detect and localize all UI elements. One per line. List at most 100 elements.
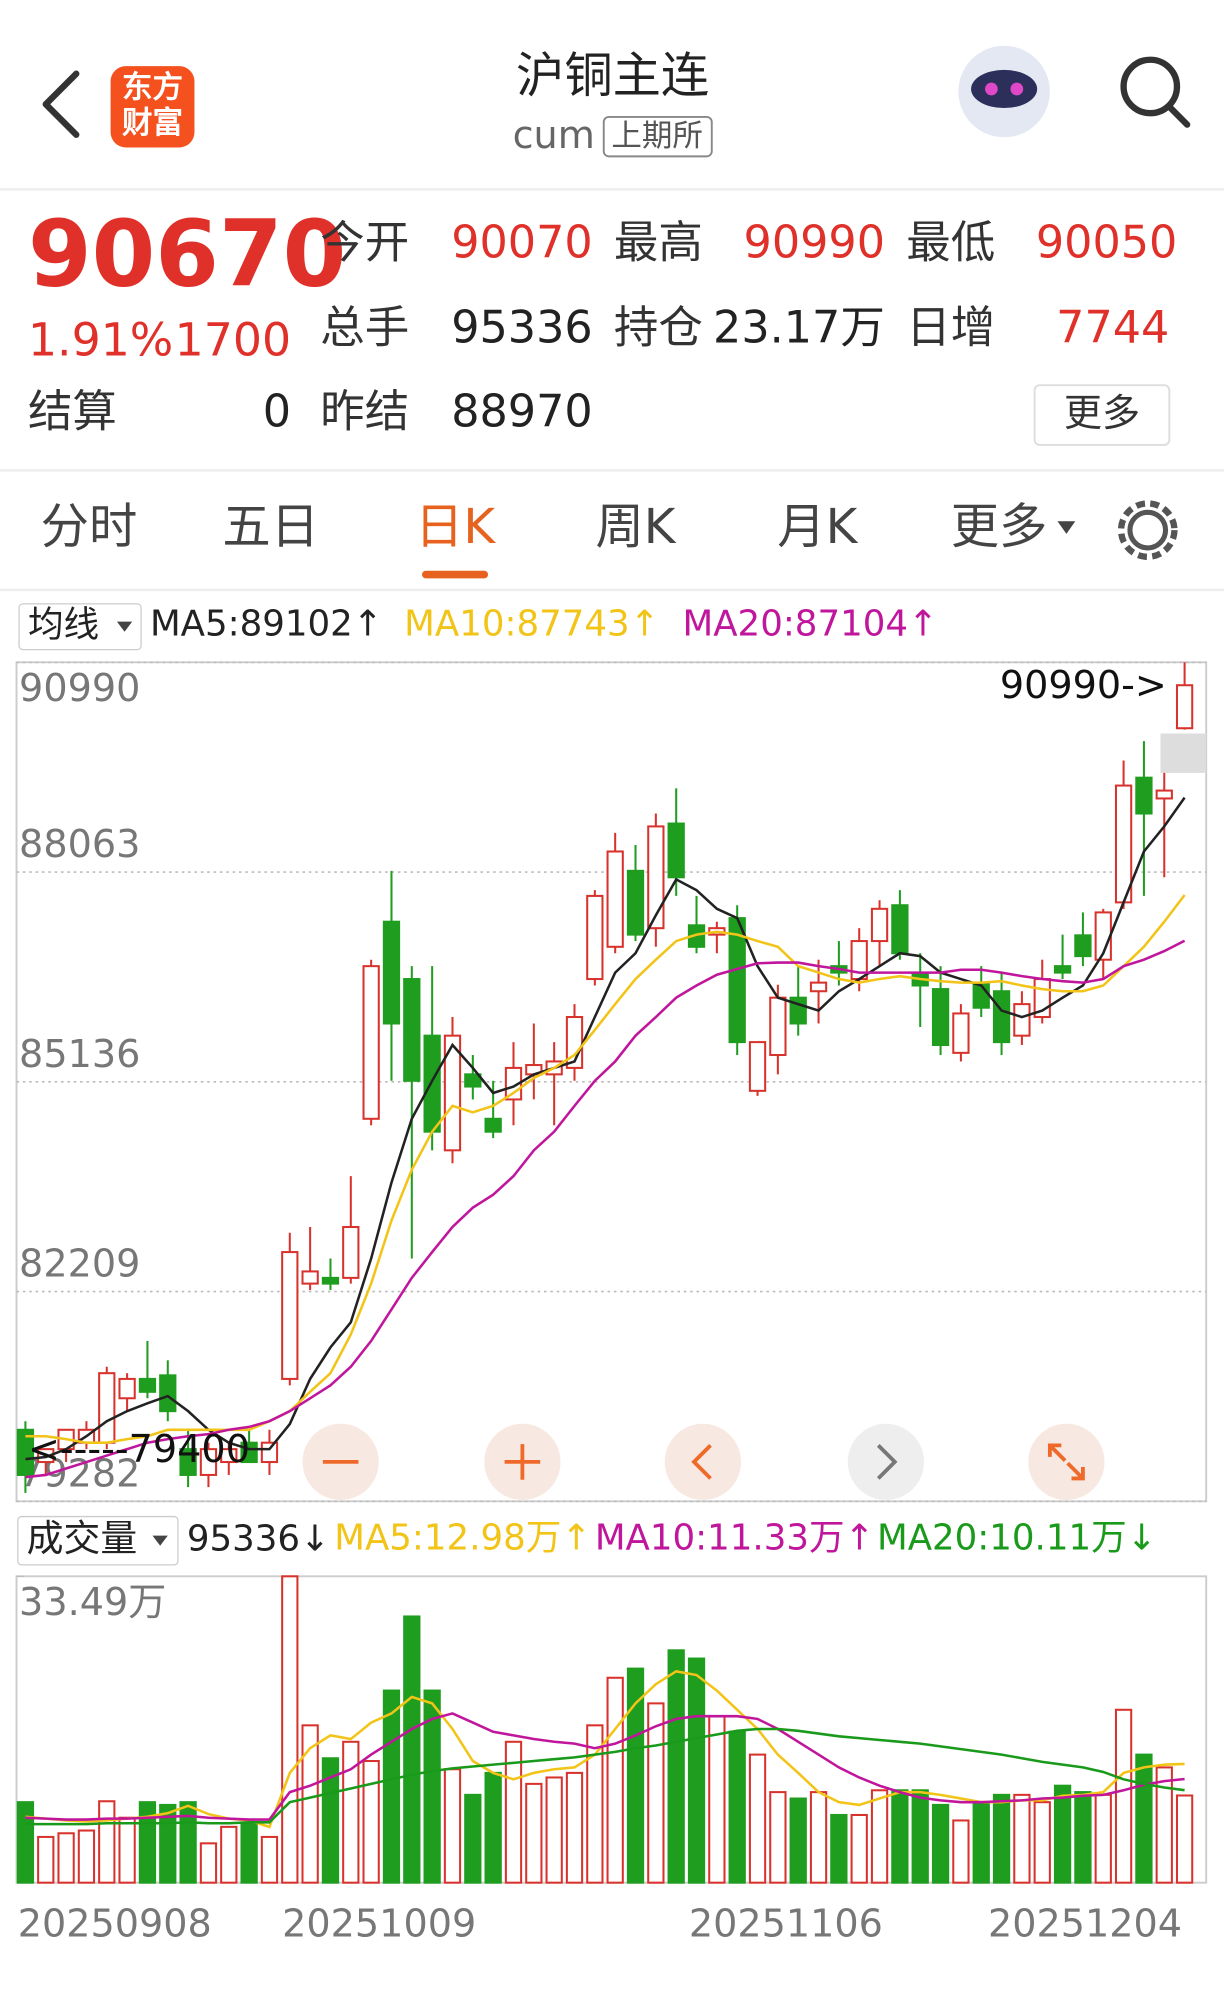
zoom-in-button[interactable] <box>484 1423 561 1501</box>
dropdown-arrow <box>1057 521 1076 534</box>
x-tick-label: 20250908 <box>18 1901 212 1945</box>
volume-bar <box>525 1782 543 1884</box>
fullscreen-button[interactable] <box>1028 1423 1105 1501</box>
field-label: 今开 <box>320 217 409 268</box>
tab[interactable]: 分时 <box>41 499 138 555</box>
volume-bar <box>1114 1708 1133 1884</box>
tab[interactable]: 五日 <box>222 499 319 555</box>
candle-body <box>423 1034 441 1133</box>
max-annotation: 90990-> <box>1000 663 1167 707</box>
volume-bar <box>647 1702 665 1884</box>
field-value: 95336 <box>451 303 592 354</box>
field-value: 23.17万 <box>713 303 885 354</box>
candle-body <box>443 1034 462 1152</box>
candle-body <box>342 1225 360 1279</box>
change-pct: 1.91% <box>28 314 173 367</box>
page-title: 沪铜主连 <box>516 48 709 104</box>
zoom-out-button[interactable] <box>302 1423 379 1501</box>
volume-bar <box>992 1793 1011 1884</box>
volume-bar <box>1094 1793 1112 1884</box>
settings-button[interactable] <box>1117 500 1178 560</box>
candle-body <box>159 1374 177 1413</box>
volume-bar <box>423 1689 441 1884</box>
volume-bar <box>1033 1801 1051 1884</box>
field-value: 90990 <box>744 217 885 268</box>
candle-body <box>1175 684 1194 730</box>
candle-body <box>37 1448 55 1464</box>
volume-bar <box>626 1667 645 1884</box>
dropdown-arrow <box>116 621 133 632</box>
indicator-selector[interactable] <box>18 603 142 651</box>
volume-bar <box>342 1740 360 1884</box>
search-button[interactable] <box>1120 56 1191 128</box>
x-tick-label: 20251106 <box>689 1901 883 1945</box>
legend-entry: MA5:12.98万↑ <box>334 1517 591 1558</box>
volume-bar <box>748 1753 767 1884</box>
legend-entry: MA20:10.11万↓ <box>877 1517 1157 1558</box>
candle-body <box>199 1448 218 1476</box>
candle-body <box>1155 789 1173 800</box>
volume-bar <box>891 1789 909 1884</box>
control-icon <box>504 1444 541 1480</box>
tab[interactable]: 日K <box>415 499 496 555</box>
legend-entry: MA10:87743↑ <box>404 603 659 644</box>
field-label: 最高 <box>614 217 703 268</box>
search-icon <box>1120 56 1181 117</box>
ma-line <box>25 939 1186 1479</box>
avatar-eye <box>1010 82 1024 96</box>
volume-bar <box>1155 1766 1173 1884</box>
candle-body <box>1013 1003 1031 1037</box>
candle-body <box>403 978 421 1082</box>
legend-entry: MA5:89102↑ <box>150 603 383 644</box>
avatar-visor <box>971 69 1038 109</box>
control-icon <box>691 1444 712 1480</box>
volume-bar <box>606 1676 624 1884</box>
more-button[interactable] <box>1033 384 1171 446</box>
tab[interactable]: 月K <box>777 499 858 555</box>
volume-bar <box>769 1791 787 1884</box>
tab[interactable]: 更多 <box>951 499 1048 555</box>
control-bg <box>847 1423 925 1501</box>
ma-line <box>25 894 1186 1444</box>
field-label: 结算 <box>28 386 117 437</box>
y-tick-label: 88063 <box>19 822 140 866</box>
candle-body <box>606 850 624 948</box>
tab[interactable]: 周K <box>596 499 677 555</box>
field-value: 7744 <box>1056 303 1169 354</box>
volume-bar <box>952 1819 970 1884</box>
scroll-right-button[interactable] <box>847 1423 925 1501</box>
crosshair-marker <box>1160 733 1207 773</box>
tab-underline <box>421 570 489 579</box>
assistant-avatar[interactable] <box>958 45 1050 138</box>
volume-bar <box>98 1800 116 1884</box>
field-label: 总手 <box>320 303 409 354</box>
scroll-left-button[interactable] <box>664 1423 742 1501</box>
app-logo[interactable] <box>110 66 195 148</box>
control-icon <box>1047 1443 1085 1481</box>
indicator-selector[interactable] <box>17 1515 179 1566</box>
volume-bar <box>220 1825 238 1884</box>
candle-body <box>647 825 665 930</box>
volume-bar <box>667 1649 685 1884</box>
candle-body <box>179 1448 197 1476</box>
last-price: 90670 <box>28 200 346 307</box>
volume-bar <box>118 1816 136 1884</box>
gear-icon <box>1127 509 1169 551</box>
candle-body <box>16 1428 35 1476</box>
volume-bar <box>1175 1794 1194 1884</box>
field-value: 90050 <box>1036 217 1177 268</box>
volume-bar <box>586 1724 604 1884</box>
more-label: 更多 <box>1064 391 1140 435</box>
legend-entry: MA10:11.33万↑ <box>595 1517 875 1558</box>
candle-body <box>667 822 685 879</box>
ma-line <box>25 1712 1185 1821</box>
volume-bar <box>728 1730 746 1884</box>
volume-bar <box>138 1801 157 1884</box>
back-button[interactable] <box>42 70 80 138</box>
candle-body <box>220 1448 238 1464</box>
candle-body <box>281 1251 299 1380</box>
control-bg <box>1028 1423 1105 1501</box>
field-label: 日增 <box>906 303 995 354</box>
volume-bar <box>57 1832 75 1884</box>
